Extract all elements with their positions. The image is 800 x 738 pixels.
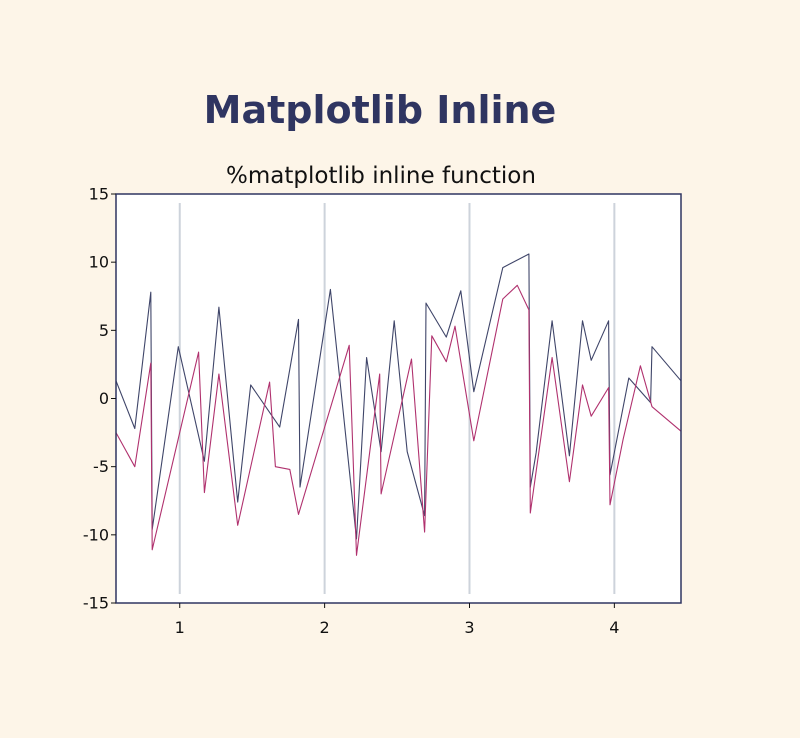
series-line-1 — [115, 253, 682, 540]
xtick-label: 2 — [320, 618, 330, 637]
xtick-label: 4 — [609, 618, 619, 637]
page-heading: Matplotlib Inline — [203, 88, 557, 132]
ytick-label: 10 — [89, 253, 109, 272]
ytick-label: -15 — [83, 594, 109, 613]
gridlines — [178, 203, 616, 594]
series-line-2 — [115, 284, 682, 556]
chart-title: %matplotlib inline function — [226, 163, 536, 189]
series-layer — [115, 253, 682, 556]
ytick-label: -10 — [83, 525, 109, 544]
axis-ticks: 15 10 5 0 -5 -10 -15 1 2 3 4 — [83, 185, 620, 638]
ytick-label: 15 — [89, 185, 109, 204]
ytick-label: 0 — [99, 389, 109, 408]
ytick-label: -5 — [93, 457, 109, 476]
xtick-label: 3 — [464, 618, 474, 637]
ytick-label: 5 — [99, 321, 109, 340]
xtick-label: 1 — [175, 618, 185, 637]
